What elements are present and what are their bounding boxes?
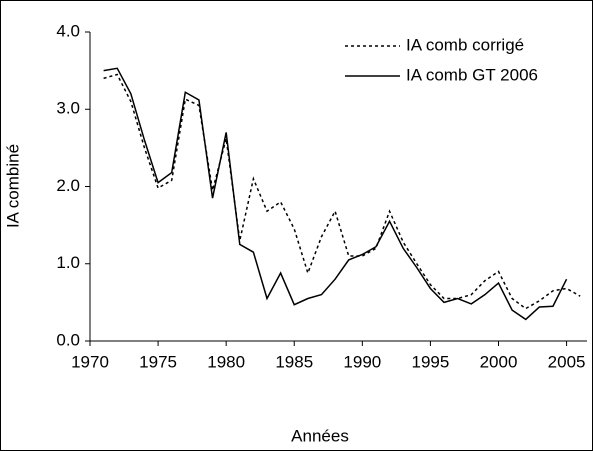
x-tick-label: 1975 [139, 352, 177, 371]
x-tick-label: 1970 [71, 352, 109, 371]
x-tick-label: 1995 [411, 352, 449, 371]
series-line [103, 73, 581, 310]
x-tick-label: 2000 [480, 352, 518, 371]
x-tick-label: 1990 [343, 352, 381, 371]
series-line [103, 67, 568, 321]
y-tick-label: 4.0 [56, 21, 80, 40]
x-tick-label: 2005 [548, 352, 586, 371]
y-tick-label: 3.0 [56, 99, 80, 118]
x-tick-label: 1980 [207, 352, 245, 371]
legend-label: IA comb GT 2006 [406, 65, 538, 84]
x-tick-label: 1985 [275, 352, 313, 371]
y-tick-label: 0.0 [56, 330, 80, 349]
legend-label: IA comb corrigé [406, 35, 524, 54]
x-axis-label: Années [291, 426, 349, 445]
y-tick-label: 1.0 [56, 253, 80, 272]
y-tick-label: 2.0 [56, 176, 80, 195]
y-axis-label: IA combiné [3, 144, 22, 228]
